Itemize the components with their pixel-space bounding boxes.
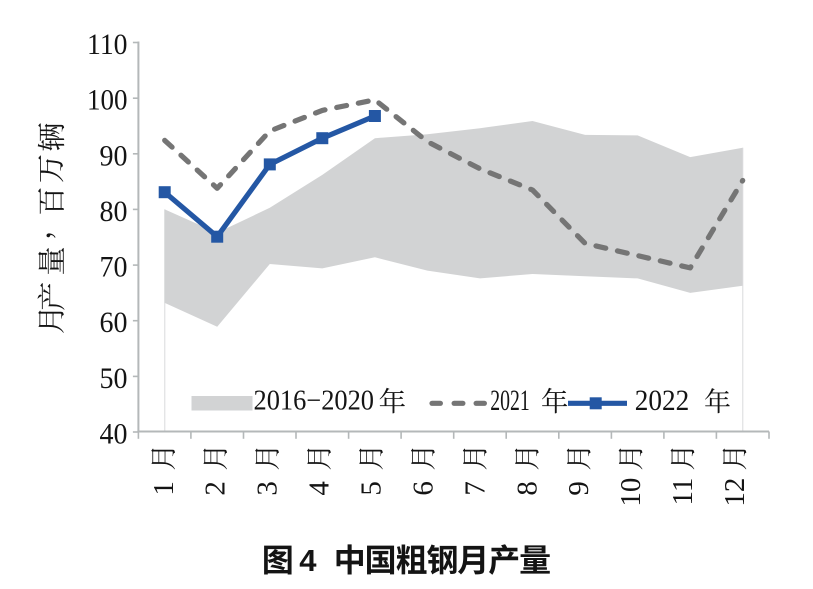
svg-text:1: 1 xyxy=(148,481,180,496)
svg-text:11: 11 xyxy=(667,478,699,506)
svg-text:70: 70 xyxy=(100,251,128,284)
svg-text:3: 3 xyxy=(252,481,284,496)
svg-text:5: 5 xyxy=(356,481,388,496)
svg-text:2022: 2022 xyxy=(635,384,690,417)
svg-text:100: 100 xyxy=(87,84,128,117)
svg-text:4: 4 xyxy=(299,543,317,578)
svg-text:6: 6 xyxy=(407,481,439,496)
svg-text:7: 7 xyxy=(459,481,491,496)
svg-text:50: 50 xyxy=(100,362,128,395)
svg-text:8: 8 xyxy=(511,481,543,496)
svg-text:10: 10 xyxy=(615,478,647,507)
svg-text:9: 9 xyxy=(563,481,595,496)
svg-text:40: 40 xyxy=(100,418,128,451)
svg-text:80: 80 xyxy=(100,195,128,228)
svg-text:12: 12 xyxy=(719,478,751,507)
svg-text:2016−2020: 2016−2020 xyxy=(254,385,375,416)
svg-text:90: 90 xyxy=(100,139,128,172)
svg-text:4: 4 xyxy=(304,481,336,496)
svg-text:2021: 2021 xyxy=(490,384,530,417)
svg-text:2: 2 xyxy=(200,481,232,496)
svg-text:110: 110 xyxy=(87,28,128,61)
svg-text:60: 60 xyxy=(100,306,128,339)
